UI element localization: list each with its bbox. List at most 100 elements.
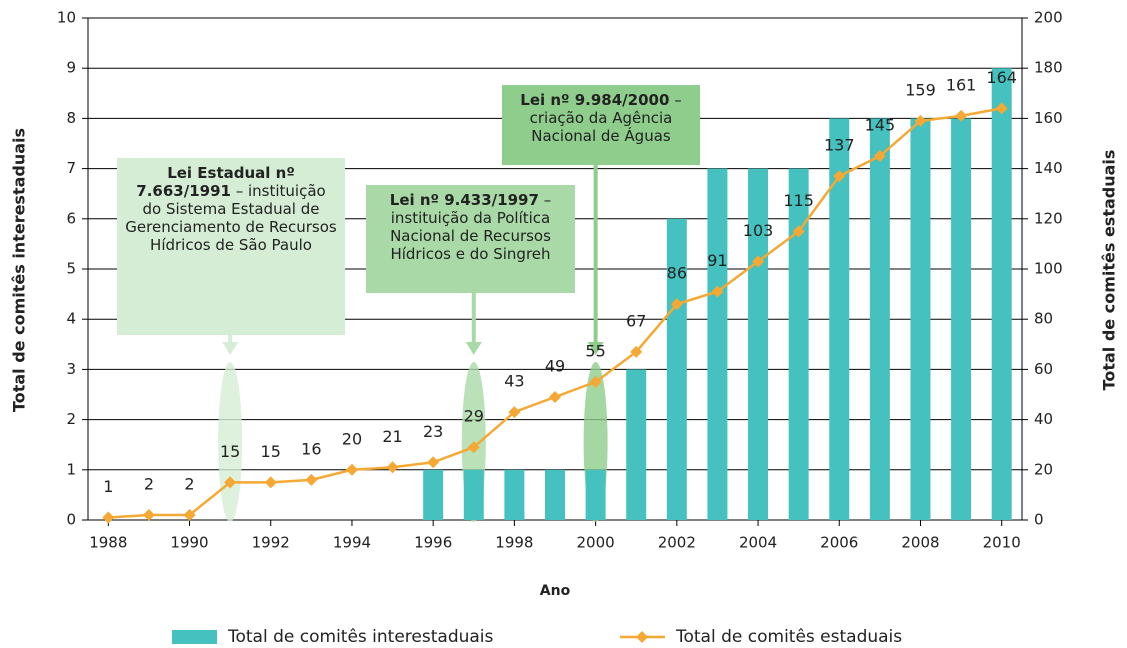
data-label: 103 [743,221,774,240]
marker [792,225,805,238]
x-tick-label: 2010 [983,534,1021,552]
x-tick-label: 2000 [577,534,615,552]
y2-tick-label: 100 [1034,260,1063,278]
marker [549,391,561,404]
legend-swatch [172,630,217,644]
annotation-text: Lei nº 9.433/1997 – instituição da Polít… [366,185,575,293]
y-tick-label: 2 [66,410,76,428]
bar [504,469,525,520]
data-label: 29 [464,407,484,426]
bar [869,118,890,521]
data-label: 21 [382,427,402,446]
legend-marker [636,631,648,643]
marker [508,406,521,419]
annotation-arrowhead [222,342,239,355]
y2-tick-label: 200 [1034,9,1063,27]
marker [305,473,318,486]
marker [427,456,440,469]
marker [264,476,277,489]
annotation-box [117,158,345,335]
x-tick-label: 1990 [170,534,208,552]
annotation-body: – instituição da Política Nacional de Re… [390,191,552,263]
marker [224,476,237,489]
annotation-arrowhead [465,342,482,355]
annotation: Lei Estadual nº 7.663/1991 – instituição… [117,158,345,335]
marker [752,255,765,268]
bar [626,369,647,520]
bar [951,118,972,521]
data-label: 115 [783,191,814,210]
y-tick-label: 7 [66,159,76,177]
y2-tick-label: 0 [1034,511,1044,529]
legend-label: Total de comitês estaduais [675,627,902,647]
data-label: 49 [545,357,565,376]
y2-tick-label: 80 [1034,310,1053,328]
annotation-text: Lei nº 9.984/2000 – criação da Agência N… [502,85,700,165]
marker [589,375,602,388]
legend-label: Total de comitês interestaduais [227,627,494,647]
data-label: 137 [824,136,855,155]
bar [707,168,728,520]
marker [995,102,1008,115]
marker [467,441,480,454]
marker [873,150,886,163]
y-tick-label: 4 [66,310,76,328]
annotation-bold: Lei nº 9.433/1997 [389,191,539,209]
annotation-box [366,185,575,293]
y-tick-label: 0 [66,511,76,529]
annotation-bold: Lei nº 9.984/2000 [520,91,670,109]
marker [183,508,196,521]
marker [345,463,358,476]
x-tick-label: 1992 [252,534,290,552]
annotation-body: – criação da Agência Nacional de Águas [529,91,682,145]
data-label: 23 [423,422,443,441]
data-label: 20 [342,429,362,448]
y-tick-label: 10 [57,9,76,27]
annotation-arrowhead [587,342,604,355]
x-tick-label: 2006 [820,534,858,552]
x-tick-label: 2008 [901,534,939,552]
data-label: 145 [865,116,896,135]
marker [386,461,399,474]
y2-tick-label: 40 [1034,410,1053,428]
annotation: Lei nº 9.433/1997 – instituição da Polít… [366,185,575,293]
y2-tick-label: 120 [1034,209,1063,227]
annotation: Lei nº 9.984/2000 – criação da Agência N… [502,85,700,165]
bar [666,218,687,521]
y-tick-label: 9 [66,59,76,77]
bar [910,118,931,521]
marker [833,170,846,183]
y-tick-label: 1 [66,460,76,478]
x-tick-label: 1998 [495,534,533,552]
y-axis-title: Total de comitês interestaduais [10,128,29,412]
bar [545,469,565,520]
bar [463,469,484,520]
marker [914,114,927,127]
data-label: 43 [504,372,524,391]
annotation-bold: Lei Estadual nº 7.663/1991 [136,164,295,200]
x-tick-label: 2002 [658,534,696,552]
marker [711,285,724,298]
x-tick-label: 1996 [414,534,452,552]
y-tick-label: 3 [66,360,76,378]
x-tick-label: 1994 [333,534,371,552]
bar [829,118,850,521]
data-label: 91 [707,251,727,270]
y2-tick-label: 60 [1034,360,1053,378]
data-label: 161 [946,75,977,94]
marker [630,345,643,358]
marker [142,508,155,521]
data-label: 55 [585,341,605,360]
data-label: 159 [905,80,936,99]
y2-tick-label: 160 [1034,109,1063,127]
annotation-box [502,85,700,165]
y2-tick-label: 180 [1034,59,1063,77]
y2-tick-label: 140 [1034,159,1063,177]
marker [670,298,683,311]
y2-tick-label: 20 [1034,460,1053,478]
data-label: 86 [667,264,687,283]
annotation-text: Lei Estadual nº 7.663/1991 – instituição… [117,158,345,335]
x-tick-label: 1988 [89,534,127,552]
y-tick-label: 5 [66,260,76,278]
